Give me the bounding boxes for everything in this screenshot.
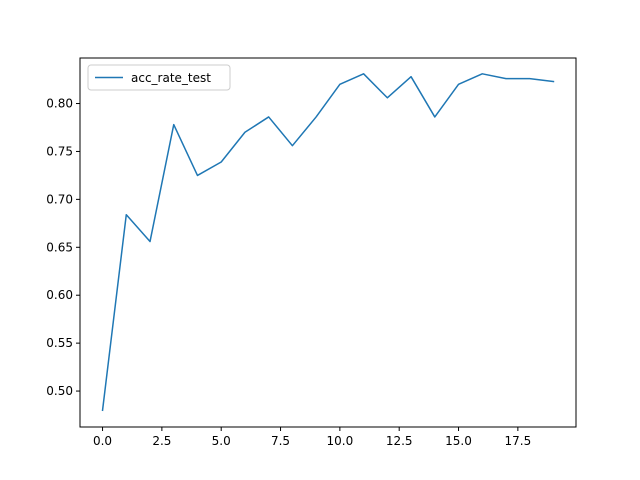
x-tick-label: 15.0	[445, 434, 472, 448]
x-tick-label: 12.5	[386, 434, 413, 448]
series-line-acc-rate-test	[101, 73, 555, 412]
legend: acc_rate_test	[87, 64, 231, 91]
x-tick-label: 17.5	[504, 434, 531, 448]
axes-layer: 0.0 2.5 5.0 7.5 10.0 12.5 15.0 17.5 0.50 0.55 0.60…	[46, 57, 577, 448]
x-tick-label: 5.0	[212, 434, 231, 448]
legend-label: acc_rate_test	[131, 71, 211, 85]
y-tick-label: 0.55	[46, 336, 73, 350]
x-tick-label: 10.0	[327, 434, 354, 448]
plot-frame	[79, 57, 577, 428]
legend-box	[87, 64, 231, 91]
y-tick-label: 0.70	[46, 192, 73, 206]
series-layer	[101, 73, 555, 412]
y-tick-label: 0.50	[46, 384, 73, 398]
y-tick-label: 0.60	[46, 288, 73, 302]
y-tick-label: 0.80	[46, 97, 73, 111]
x-tick-label: 7.5	[271, 434, 290, 448]
x-tick-label: 0.0	[93, 434, 112, 448]
x-tick-label: 2.5	[152, 434, 171, 448]
y-tick-label: 0.75	[46, 144, 73, 158]
y-tick-label: 0.65	[46, 240, 73, 254]
